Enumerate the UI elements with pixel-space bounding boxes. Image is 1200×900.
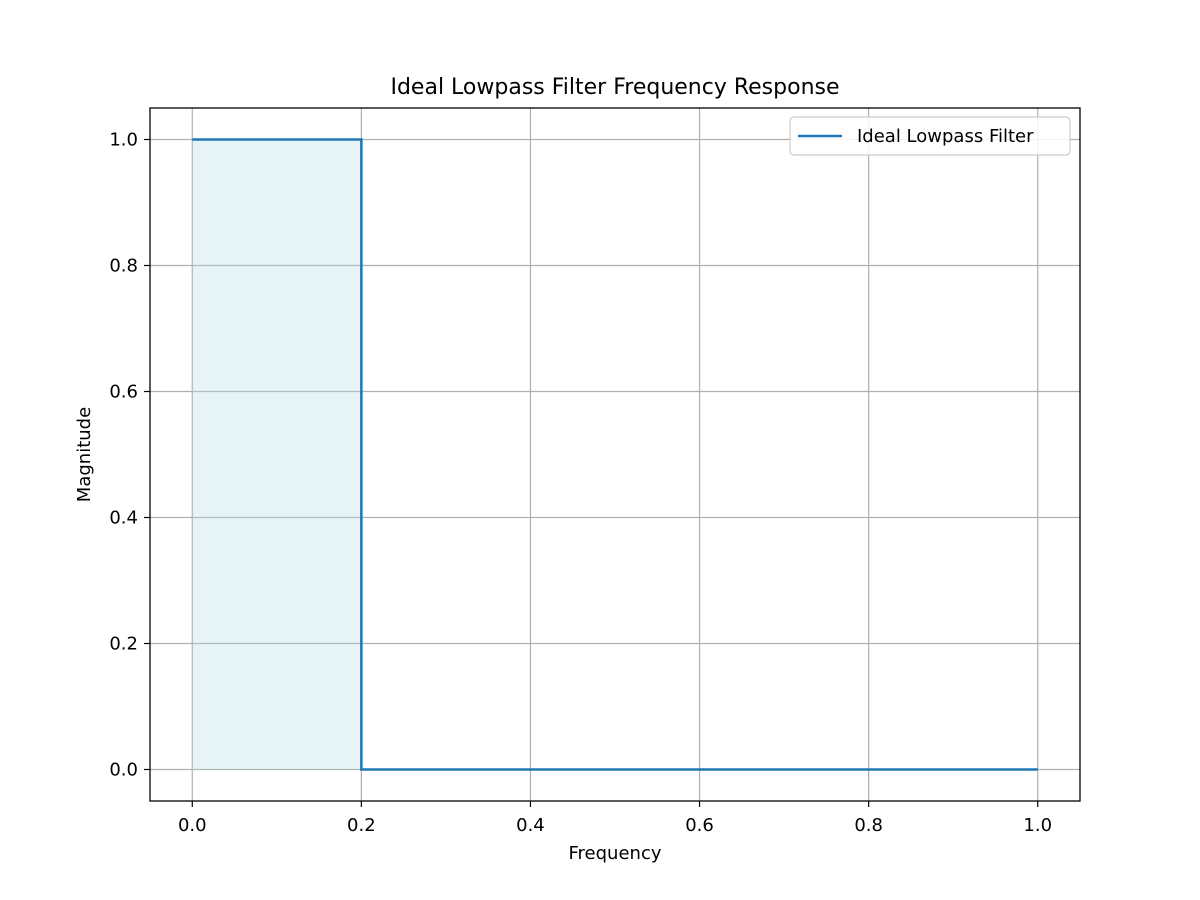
series-line (192, 138, 1038, 771)
x-axis-label: Frequency (569, 843, 662, 864)
x-tick-label: 0.2 (347, 815, 376, 836)
x-tick-label: 0.8 (854, 815, 883, 836)
series-layer (192, 138, 1038, 771)
y-tick-label: 1.0 (109, 130, 138, 151)
chart-title: Ideal Lowpass Filter Frequency Response (390, 75, 839, 100)
y-ticks: 0.0 0.2 0.4 0.6 0.8 1.0 (109, 130, 150, 781)
y-tick-label: 0.2 (109, 634, 138, 655)
x-tick-label: 1.0 (1023, 815, 1052, 836)
y-tick-label: 0.0 (109, 760, 138, 781)
legend: Ideal Lowpass Filter (789, 116, 1071, 156)
x-tick-label: 0.4 (516, 815, 545, 836)
x-tick-label: 0.6 (685, 815, 714, 836)
y-axis-label: Magnitude (74, 407, 95, 502)
legend-label: Ideal Lowpass Filter (857, 126, 1034, 147)
passband-fill (192, 139, 362, 770)
y-tick-label: 0.4 (109, 508, 138, 529)
y-tick-label: 0.8 (109, 256, 138, 277)
y-tick-label: 0.6 (109, 382, 138, 403)
x-ticks: 0.0 0.2 0.4 0.6 0.8 1.0 (178, 801, 1052, 836)
legend-box (789, 116, 1071, 156)
plot-frame (149, 107, 1081, 802)
x-tick-label: 0.0 (178, 815, 207, 836)
fill-layer (192, 139, 362, 770)
